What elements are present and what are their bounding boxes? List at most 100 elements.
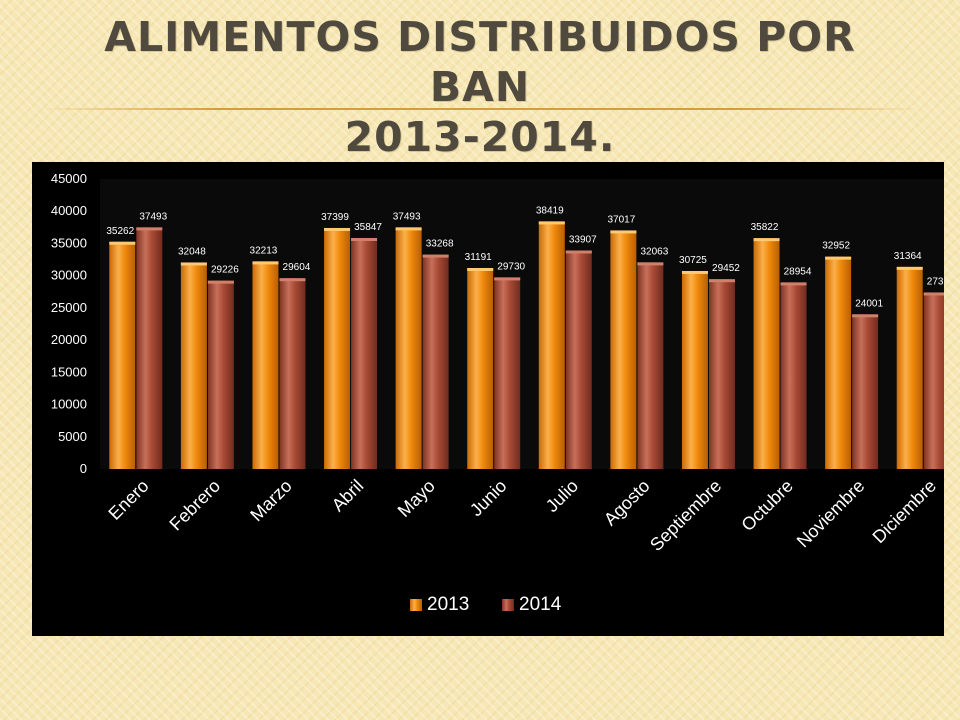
x-tick-label: Marzo — [246, 476, 296, 526]
slide-title-line-2: 2013-2014. — [344, 113, 616, 161]
bar-cap-2013 — [252, 261, 279, 265]
slide-title: ALIMENTOS DISTRIBUIDOS POR BAN 2013-2014… — [60, 12, 900, 162]
bar-2013 — [896, 266, 923, 469]
bar-cap-2013 — [825, 256, 852, 260]
y-axis: 0 5000 10000 15000 20000 25000 30000 35000 40000… — [51, 171, 87, 476]
y-tick-label: 35000 — [51, 235, 87, 250]
bar-2014 — [637, 262, 664, 469]
data-label-2014: 32063 — [640, 246, 668, 257]
data-label-2013: 31191 — [465, 252, 493, 263]
x-axis: Enero Febrero Marzo Abril Mayo Junio Julio Agos… — [105, 476, 941, 555]
y-tick-label: 0 — [80, 461, 87, 476]
data-label-2013: 32048 — [178, 246, 206, 257]
y-tick-label: 25000 — [51, 300, 87, 315]
y-tick-label: 20000 — [51, 332, 87, 347]
bar-cap-2014 — [852, 314, 879, 318]
bar-2013 — [467, 267, 494, 469]
data-label-2013: 37017 — [607, 214, 635, 225]
data-label-2014: 29730 — [497, 261, 525, 272]
data-label-2014: 29604 — [283, 262, 311, 273]
data-label-2014: 28954 — [784, 266, 812, 277]
data-label-2014: 24001 — [855, 298, 883, 309]
slide-title-line-1: ALIMENTOS DISTRIBUIDOS POR BAN — [104, 13, 856, 111]
bar-2013 — [395, 227, 422, 469]
data-label-2013: 38419 — [536, 205, 564, 216]
x-tick-label: Enero — [105, 476, 153, 524]
bar-2014 — [565, 250, 592, 469]
data-label-2014: 33268 — [426, 239, 454, 250]
bar-cap-2014 — [207, 280, 234, 284]
bar-cap-2014 — [708, 279, 735, 283]
bar-cap-2013 — [753, 238, 780, 242]
data-label-2013: 35822 — [751, 222, 779, 233]
bar-cap-2014 — [494, 277, 521, 281]
data-label-2013: 30725 — [679, 255, 707, 266]
data-labels: 35262 37493 32048 29226 32213 29604 37399 35847… — [106, 205, 944, 309]
bar-cap-2013 — [896, 266, 923, 270]
x-tick-label: Julio — [542, 476, 582, 516]
x-tick-label: Junio — [466, 476, 511, 521]
data-label-2013: 32213 — [250, 245, 278, 256]
bar-2014 — [351, 237, 378, 469]
bar-cap-2013 — [610, 230, 637, 234]
bar-cap-2014 — [422, 254, 449, 258]
bar-cap-2013 — [538, 221, 565, 225]
bar-cap-2013 — [467, 267, 494, 271]
x-tick-label: Mayo — [394, 476, 439, 521]
bar-cap-2013 — [324, 227, 351, 231]
bar-2014 — [494, 277, 521, 469]
bars — [109, 221, 944, 469]
data-label-2014: 29226 — [211, 265, 239, 276]
x-tick-label: Octubre — [737, 476, 796, 535]
y-tick-label: 40000 — [51, 203, 87, 218]
bar-2013 — [753, 238, 780, 469]
legend-swatch-2013 — [410, 599, 422, 611]
legend-label-2013: 2013 — [427, 594, 469, 615]
y-tick-label: 10000 — [51, 397, 87, 412]
bar-2014 — [136, 227, 163, 469]
bar-2013 — [252, 261, 279, 469]
bar-2014 — [422, 254, 449, 469]
bar-2014 — [852, 314, 879, 469]
data-label-2014: 35847 — [354, 222, 382, 233]
bar-2013 — [180, 262, 207, 469]
bar-2013 — [825, 256, 852, 469]
bar-cap-2013 — [109, 241, 136, 245]
legend-swatch-2014 — [502, 599, 514, 611]
data-label-2013: 37399 — [321, 212, 349, 223]
y-tick-label: 30000 — [51, 268, 87, 283]
legend-label-2014: 2014 — [519, 594, 562, 615]
data-label-2013: 31364 — [894, 251, 922, 262]
bar-cap-2014 — [351, 237, 378, 241]
bar-2013 — [681, 270, 708, 469]
bar-cap-2014 — [279, 278, 306, 282]
bar-cap-2014 — [637, 262, 664, 266]
bar-chart: 0 5000 10000 15000 20000 25000 30000 35000 40000… — [51, 171, 944, 615]
bar-2013 — [109, 241, 136, 469]
chart-panel: 0 5000 10000 15000 20000 25000 30000 35000 40000… — [32, 162, 944, 636]
bar-2013 — [538, 221, 565, 469]
bar-2014 — [708, 279, 735, 469]
bar-cap-2014 — [136, 227, 163, 231]
data-label-2013: 32952 — [822, 241, 850, 252]
data-label-2014: 33907 — [569, 234, 597, 245]
bar-2014 — [207, 280, 234, 469]
data-label-2014: 29452 — [712, 263, 740, 274]
bar-cap-2013 — [180, 262, 207, 266]
bar-2014 — [279, 278, 306, 469]
legend: 2013 2014 — [410, 594, 562, 615]
x-tick-label: Noviembre — [793, 476, 869, 552]
x-tick-label: Agosto — [600, 476, 654, 530]
data-label-2013: 35262 — [106, 226, 134, 237]
bar-cap-2014 — [780, 282, 807, 286]
y-tick-label: 5000 — [58, 429, 87, 444]
bar-2014 — [923, 292, 944, 469]
title-divider — [40, 108, 920, 110]
data-label-2013: 37493 — [393, 211, 421, 222]
bar-cap-2014 — [565, 250, 592, 254]
bar-2014 — [780, 282, 807, 469]
y-tick-label: 45000 — [51, 171, 87, 186]
data-label-2014: 37493 — [139, 211, 167, 222]
bar-2013 — [324, 227, 351, 469]
bar-cap-2014 — [923, 292, 944, 296]
